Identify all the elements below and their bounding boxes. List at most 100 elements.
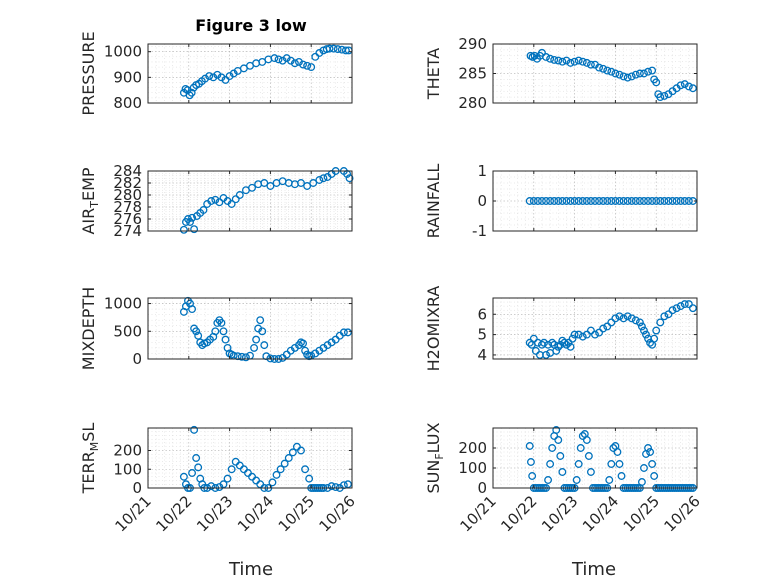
data-point (646, 448, 655, 456)
data-point (615, 70, 624, 79)
data-point (288, 448, 297, 457)
data-point (190, 425, 199, 434)
y-tick-label: 800 (113, 94, 142, 112)
data-point (607, 318, 616, 327)
data-point (221, 335, 230, 344)
data-point (341, 46, 350, 55)
x-axis-label-right: Time (571, 559, 616, 580)
data-point (631, 316, 640, 325)
data-point (615, 312, 624, 321)
data-point (648, 66, 657, 75)
data-point (615, 197, 624, 205)
data-point (303, 350, 312, 359)
data-point (315, 49, 324, 57)
y-tick-label: 4 (477, 346, 487, 364)
data-point (572, 476, 581, 484)
data-point (599, 64, 608, 73)
data-point (280, 459, 289, 468)
y-tick-label: 0 (477, 192, 487, 210)
y-tick-label: 284 (113, 162, 142, 180)
data-point (635, 318, 644, 327)
data-point (186, 218, 194, 226)
data-point (303, 61, 312, 70)
x-axis-label-left: Time (228, 559, 273, 580)
y-tick-label: 276 (113, 210, 142, 228)
data-point (564, 338, 573, 347)
data-point (668, 197, 677, 205)
data-point (538, 197, 546, 205)
data-point (652, 197, 661, 205)
data-point (595, 63, 604, 72)
data-point (529, 334, 538, 343)
y-tick-label: 200 (113, 442, 142, 460)
y-tick-label: 900 (113, 68, 142, 86)
data-point (646, 338, 655, 347)
data-point (542, 197, 550, 205)
data-point (303, 182, 312, 190)
data-point (299, 60, 307, 69)
axes-frame (492, 427, 698, 489)
data-point (644, 444, 652, 452)
data-point (207, 482, 216, 491)
data-point (560, 338, 569, 347)
data-point (637, 478, 646, 486)
data-point (586, 197, 595, 205)
subplot-2: 280 285 290 THETA (424, 35, 698, 112)
data-point (570, 330, 579, 339)
data-point (578, 197, 587, 205)
data-point (640, 69, 648, 78)
data-point (295, 58, 303, 66)
x-tick-label: 10/21 (457, 492, 500, 535)
x-tick-label: 10/26 (316, 492, 359, 535)
data-point (650, 334, 659, 343)
data-point (615, 460, 624, 468)
data-point (688, 84, 697, 93)
data-point (192, 454, 201, 462)
data-point (272, 470, 281, 479)
data-point (190, 225, 199, 234)
y-tick-label: 274 (113, 222, 142, 240)
data-point (297, 446, 305, 455)
x-tick-label: 10/25 (620, 492, 663, 535)
y-tick-label: 0 (477, 479, 487, 497)
data-point (284, 454, 293, 462)
data-point (591, 330, 599, 339)
data-point (623, 73, 632, 82)
data-point (299, 339, 307, 348)
data-point (586, 468, 595, 476)
y-tick-label: 280 (113, 186, 142, 204)
data-point (343, 328, 352, 337)
data-point (276, 465, 285, 474)
data-point (642, 330, 650, 339)
data-point (656, 318, 665, 327)
data-series (179, 44, 353, 100)
data-point (256, 316, 265, 325)
x-tick-label: 10/24 (234, 492, 277, 535)
data-point (656, 93, 665, 102)
data-point (574, 197, 583, 205)
data-point (586, 326, 595, 335)
subplot-1: 800 900 1000 PRESSURE (79, 31, 353, 116)
figure-title: Figure 3 low (195, 16, 307, 35)
data-point (533, 197, 542, 205)
y-tick-label: 6 (477, 305, 487, 323)
y-axis-label: RAINFALL (424, 164, 443, 239)
data-series (525, 300, 697, 359)
data-point (315, 176, 324, 184)
data-point (548, 444, 557, 452)
y-tick-label: 282 (113, 174, 142, 192)
y-tick-label: 100 (113, 460, 142, 478)
data-point (603, 322, 612, 331)
data-point (552, 346, 561, 355)
data-point (274, 55, 283, 64)
data-point (607, 197, 616, 205)
data-point (644, 197, 652, 205)
data-point (566, 58, 575, 67)
data-point (270, 54, 279, 63)
subplot-6: 4 5 6 H2OMIXRA (424, 286, 698, 371)
data-point (578, 57, 587, 66)
y-axis-label: AIRTEMP (79, 167, 101, 234)
data-point (570, 197, 579, 205)
y-tick-label: 280 (458, 94, 487, 112)
data-point (578, 332, 587, 341)
